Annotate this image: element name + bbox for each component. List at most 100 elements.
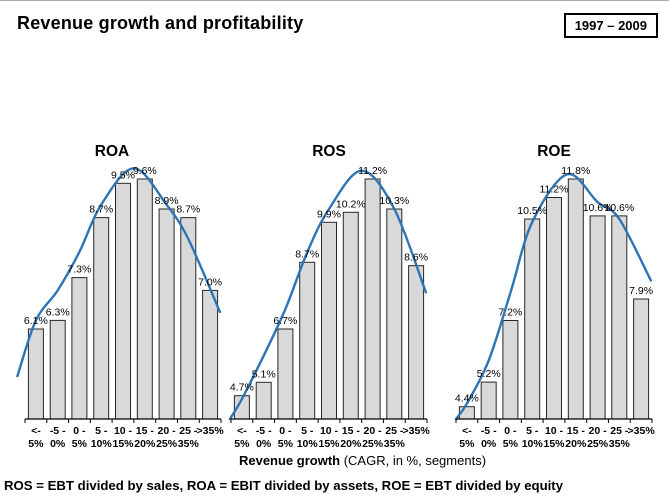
x-tick-label: 25 -	[385, 425, 404, 437]
bar-value-label: 7.3%	[67, 264, 91, 276]
x-tick-label: 5%	[28, 438, 44, 450]
x-tick-label: <-	[31, 425, 41, 437]
x-axis-label-rest: (CAGR, in %, segments)	[340, 453, 487, 468]
bar-value-label: 8.7%	[176, 204, 200, 216]
period-badge: 1997 – 2009	[563, 13, 658, 38]
x-tick-label: -5 -	[50, 425, 66, 437]
x-tick-label: 0 -	[279, 425, 292, 437]
bar-roe-4	[546, 197, 562, 420]
bar-value-label: 9.5%	[111, 169, 135, 181]
bar-roe-3	[524, 218, 541, 420]
bar-value-label: 5.1%	[252, 368, 276, 380]
x-tick-label: >35%	[403, 425, 431, 437]
bar-value-label: 10.3%	[379, 195, 409, 207]
bar-value-label: 6.1%	[24, 315, 48, 327]
chart-title: ROA	[95, 143, 129, 160]
x-tick-label: >35%	[628, 425, 656, 437]
chart-svg-roa: ROA6.1%6.3%7.3%8.7%9.5%9.6%8.9%8.7%7.0%<…	[16, 143, 225, 450]
bar-roa-4	[115, 182, 131, 420]
x-tick-label: 15%	[112, 438, 134, 450]
bar-value-label: 5.2%	[477, 368, 501, 380]
charts-row: ROA 6.1% 6.3% 7.3% 8.7% 9.5% 9.6% 8.9% 8.7% 7.0% <…	[0, 131, 669, 453]
bar-ros-6	[364, 178, 381, 420]
chart-title: ROS	[312, 143, 346, 160]
x-tick-label: 20 -	[158, 425, 177, 437]
bar-roa-8	[202, 289, 219, 420]
bar-value-label: 11.2%	[358, 165, 387, 177]
x-tick-label: 0 -	[73, 425, 86, 437]
bar-roa-6	[158, 208, 175, 420]
bar-value-label: 10.6%	[583, 202, 613, 214]
x-tick-label: 15 -	[136, 425, 155, 437]
x-tick-label: 25%	[362, 438, 384, 450]
bar-value-label: 11.8%	[561, 165, 590, 177]
bar-ros-5	[342, 211, 359, 420]
bar-value-label: 9.9%	[317, 208, 341, 220]
x-tick-label: 5 -	[301, 425, 314, 437]
x-tick-label: 10%	[522, 438, 544, 450]
x-tick-label: 0%	[256, 438, 272, 450]
x-tick-label: 5%	[503, 438, 519, 450]
bar-roa-0	[27, 328, 44, 420]
bar-value-label: 7.0%	[198, 276, 222, 288]
x-tick-label: 20 -	[589, 425, 608, 437]
bar-value-label: 8.7%	[295, 248, 319, 260]
x-tick-label: 5%	[72, 438, 88, 450]
x-tick-label: 10 -	[320, 425, 339, 437]
bar-value-label: 8.7%	[89, 204, 113, 216]
bar-value-label: 7.9%	[629, 285, 653, 297]
bar-value-label: 10.6%	[604, 202, 634, 214]
bar-value-label: 6.7%	[273, 315, 297, 327]
bar-ros-2	[277, 328, 294, 420]
x-tick-label: -5 -	[481, 425, 497, 437]
bar-value-label: 8.6%	[404, 252, 428, 264]
x-tick-label: 5 -	[526, 425, 539, 437]
bar-value-label: 7.2%	[498, 307, 522, 319]
bar-value-label: 4.7%	[230, 382, 254, 394]
bar-roa-3	[93, 217, 110, 420]
x-axis-label-bold: Revenue growth	[238, 453, 341, 468]
x-axis-label: Revenue growth (CAGR, in %, segments)	[0, 453, 669, 468]
bar-roe-5	[567, 178, 584, 420]
x-tick-label: 10 -	[545, 425, 564, 437]
chart-svg-ros: ROS 4.7% 5.1% 6.7% 8.7% 9.9%10.2% 11.2% 10.3% 8.…	[228, 143, 431, 450]
bar-roe-1	[480, 381, 497, 420]
trend-curve	[454, 173, 653, 421]
x-tick-label: 35%	[384, 438, 406, 450]
chart-roe: ROE 4.4% 5.2% 7.2% 10.5% 11.2% 11.8% 10.6% 10.6%…	[454, 131, 656, 453]
bar-value-label: 10.5%	[517, 205, 547, 217]
bar-value-label: 11.2%	[540, 184, 569, 196]
x-tick-label: 15%	[318, 438, 340, 450]
x-tick-label: 25%	[156, 438, 178, 450]
x-tick-label: 5%	[278, 438, 294, 450]
bar-ros-4	[321, 221, 337, 420]
bar-roe-8	[633, 298, 650, 420]
x-tick-label: 15 -	[567, 425, 586, 437]
x-tick-label: 35%	[609, 438, 631, 450]
x-tick-label: 5%	[234, 438, 250, 450]
trend-curve	[228, 169, 428, 421]
chart-title: ROE	[537, 143, 571, 160]
bar-roe-6	[589, 215, 606, 420]
x-tick-label: 20 -	[364, 425, 383, 437]
x-tick-label: 10%	[91, 438, 113, 450]
x-tick-label: <-	[462, 425, 472, 437]
slide-header: Revenue growth and profitability 1997 – …	[0, 1, 669, 53]
x-tick-label: 35%	[178, 438, 200, 450]
x-tick-label: <-	[237, 425, 247, 437]
x-tick-label: 15%	[543, 438, 565, 450]
x-tick-label: 25 -	[610, 425, 629, 437]
page-title: Revenue growth and profitability	[17, 13, 304, 33]
x-tick-label: 20%	[134, 438, 156, 450]
x-tick-label: 20%	[340, 438, 362, 450]
bar-roa-5	[136, 178, 153, 420]
bar-value-label: 4.4%	[455, 393, 479, 405]
bar-roe-7	[611, 215, 628, 420]
trend-curve	[16, 167, 222, 378]
bar-value-label: 10.2%	[336, 198, 366, 210]
x-tick-label: 15 -	[342, 425, 361, 437]
x-tick-label: 0%	[50, 438, 66, 450]
x-tick-label: >35%	[197, 425, 225, 437]
bar-roa-2	[71, 277, 88, 420]
x-tick-label: 20%	[565, 438, 587, 450]
